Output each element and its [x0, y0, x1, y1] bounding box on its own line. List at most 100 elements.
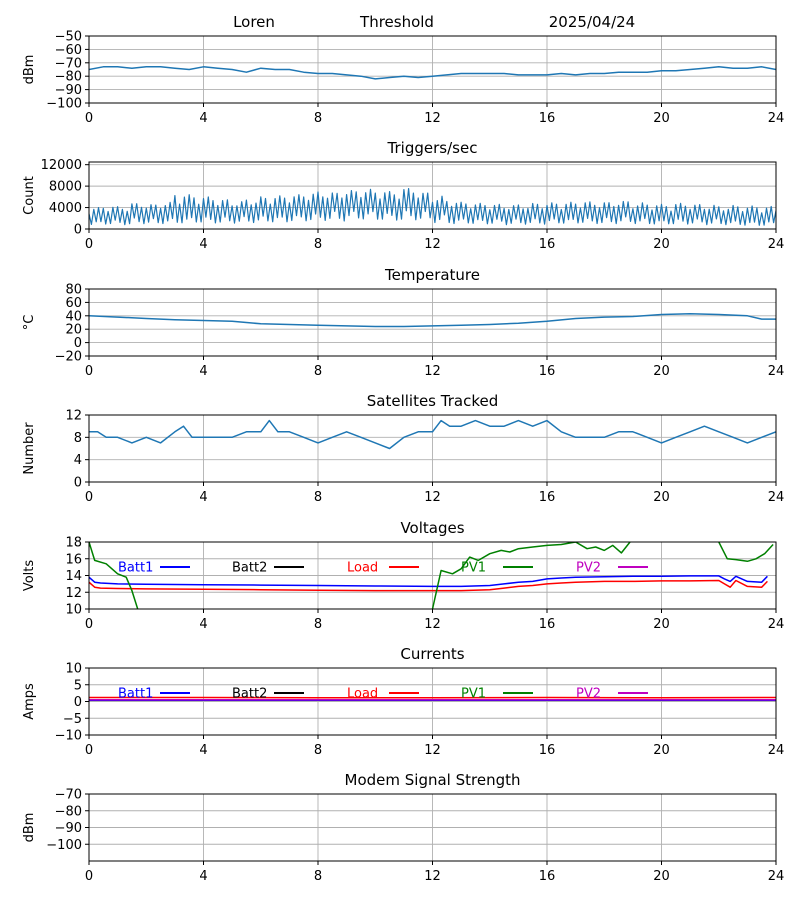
x-tick-label: 0 [85, 869, 93, 884]
x-tick-label: 12 [424, 743, 441, 758]
y-tick-label: −80 [55, 804, 82, 819]
legend-label: Load [347, 687, 378, 702]
x-tick-label: 12 [424, 237, 441, 252]
x-tick-label: 20 [653, 617, 670, 632]
x-tick-label: 16 [539, 490, 556, 505]
y-tick-label: −90 [55, 821, 82, 836]
x-tick-label: 12 [424, 869, 441, 884]
y-axis-label: Number [22, 422, 37, 475]
x-tick-label: 16 [539, 111, 556, 126]
y-tick-label: −90 [55, 83, 82, 98]
y-axis-label: Count [22, 176, 37, 215]
x-tick-label: 20 [653, 743, 670, 758]
x-tick-label: 4 [199, 237, 207, 252]
x-tick-label: 0 [85, 743, 93, 758]
x-tick-label: 16 [539, 237, 556, 252]
plot-area [89, 696, 776, 701]
plot-area [89, 66, 776, 80]
series-line-0 [89, 188, 776, 226]
y-tick-label: 12 [65, 409, 82, 424]
y-axis-label: °C [22, 315, 37, 331]
x-tick-label: 24 [768, 490, 785, 505]
panel-title: Voltages [400, 519, 464, 537]
panel-0: 0 4 8 12 16 20 24 −50−60−70−80−90−100 dBm [22, 30, 784, 127]
series-line-2-0 [89, 579, 768, 592]
panel-title: Satellites Tracked [367, 392, 498, 410]
x-tick-label: 16 [539, 364, 556, 379]
x-tick-label: 16 [539, 743, 556, 758]
legend-label: Batt2 [232, 687, 267, 702]
y-tick-label: −70 [55, 788, 82, 803]
header-station: Loren [233, 13, 275, 31]
y-axis-label: Amps [22, 683, 37, 720]
y-tick-label: 40 [65, 309, 82, 324]
y-tick-label: −5 [63, 712, 82, 727]
x-tick-label: 0 [85, 490, 93, 505]
legend-label: Batt1 [118, 687, 153, 702]
y-tick-label: 0 [74, 336, 82, 351]
y-tick-label: 8 [74, 431, 82, 446]
y-tick-label: −50 [55, 30, 82, 45]
x-tick-label: 24 [768, 237, 785, 252]
panel-3: 0 4 8 12 16 20 24 0 4 8 12 Satellites Tracked Number [22, 392, 784, 505]
x-tick-label: 8 [314, 237, 322, 252]
y-tick-label: −100 [46, 97, 82, 112]
x-tick-label: 0 [85, 364, 93, 379]
plot-area [89, 313, 776, 328]
x-tick-label: 12 [424, 490, 441, 505]
y-tick-label: 12000 [41, 158, 82, 173]
y-tick-label: 20 [65, 323, 82, 338]
x-tick-label: 4 [199, 490, 207, 505]
y-tick-label: 4000 [49, 201, 82, 216]
panel-title: Currents [400, 645, 464, 663]
x-tick-label: 4 [199, 869, 207, 884]
x-tick-label: 8 [314, 869, 322, 884]
plot-area [89, 188, 776, 226]
series-line-0-0 [89, 575, 768, 588]
series-line-3-0 [89, 542, 139, 609]
plot-area [89, 419, 776, 450]
x-tick-label: 24 [768, 364, 785, 379]
y-tick-label: 5 [74, 678, 82, 693]
plot-area [89, 542, 774, 609]
y-tick-label: −70 [55, 56, 82, 71]
panel-6: 0 4 8 12 16 20 24 −70−80 −90 −100 Modem Signal Str… [22, 771, 784, 884]
legend-label: PV2 [576, 561, 601, 576]
legend-label: PV2 [576, 687, 601, 702]
x-tick-label: 20 [653, 364, 670, 379]
header-mode: Threshold [359, 13, 434, 31]
y-tick-label: 0 [74, 695, 82, 710]
series-line-0-0 [89, 66, 776, 80]
y-tick-label: 8000 [49, 180, 82, 195]
y-tick-label: 0 [74, 223, 82, 238]
x-tick-label: 8 [314, 111, 322, 126]
y-tick-label: 60 [65, 296, 82, 311]
legend-label: PV1 [461, 561, 486, 576]
header-date: 2025/04/24 [549, 13, 635, 31]
x-tick-label: 0 [85, 237, 93, 252]
x-tick-label: 4 [199, 743, 207, 758]
x-tick-label: 20 [653, 490, 670, 505]
x-tick-label: 24 [768, 743, 785, 758]
x-tick-label: 20 [653, 869, 670, 884]
series-line-3-1 [431, 542, 631, 609]
x-tick-label: 4 [199, 364, 207, 379]
panel-title: Modem Signal Strength [345, 771, 521, 789]
series-line-0-0 [89, 313, 776, 328]
x-tick-label: 4 [199, 111, 207, 126]
x-tick-label: 16 [539, 617, 556, 632]
y-axis-label: dBm [22, 55, 37, 85]
y-tick-label: 14 [65, 569, 82, 584]
y-tick-label: 80 [65, 283, 82, 298]
y-tick-label: −80 [55, 70, 82, 85]
x-tick-label: 24 [768, 111, 785, 126]
series-line-3-2 [718, 542, 774, 563]
x-tick-label: 8 [314, 617, 322, 632]
y-tick-label: 10 [65, 662, 82, 677]
x-tick-label: 8 [314, 743, 322, 758]
y-tick-label: −20 [55, 350, 82, 365]
x-tick-label: 20 [653, 237, 670, 252]
x-tick-label: 12 [424, 364, 441, 379]
